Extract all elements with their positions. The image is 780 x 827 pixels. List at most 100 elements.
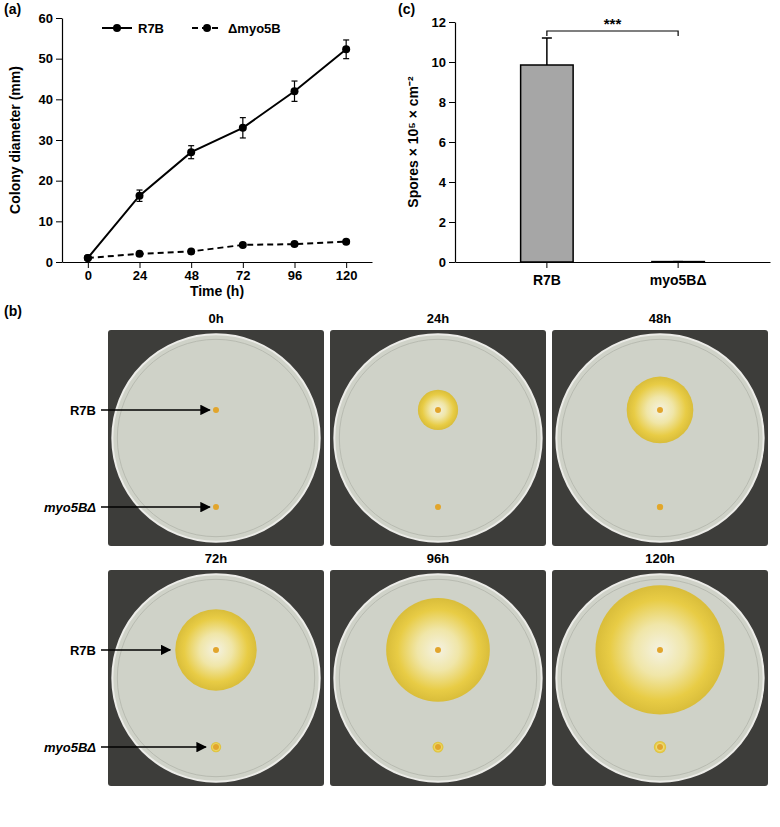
dish: [334, 574, 541, 781]
colony: [433, 742, 444, 753]
plate: [108, 330, 324, 546]
marker: [239, 124, 247, 132]
inoculum-plug: [435, 407, 441, 413]
error-cap: [292, 80, 298, 81]
plate-background: [330, 330, 546, 546]
colony: [654, 741, 666, 753]
marker: [291, 240, 299, 248]
tick: 0: [46, 255, 62, 270]
tick-label: 72: [236, 268, 250, 283]
error-cap: [292, 101, 298, 102]
tick-mark: [678, 262, 679, 268]
tick-label: myo5BΔ: [650, 272, 707, 288]
inoculum-plug: [657, 744, 663, 750]
bar: [652, 261, 705, 262]
inoculum-plug: [213, 407, 219, 413]
marker: [291, 87, 299, 95]
tick-label: 0: [46, 255, 53, 270]
tick: 0: [439, 255, 455, 270]
inoculum-plug: [435, 744, 441, 750]
colony: [657, 504, 663, 510]
tick: 10: [432, 55, 455, 70]
error-cap: [673, 261, 683, 262]
tick-mark: [449, 142, 455, 143]
tick-mark: [56, 181, 62, 182]
plate-title: 0h: [208, 311, 223, 326]
inoculum-plug: [213, 647, 219, 653]
inoculum-plug: [435, 504, 441, 510]
error-cap: [343, 39, 349, 40]
tick-mark: [449, 262, 455, 263]
error-cap: [188, 145, 194, 146]
tick-mark: [243, 262, 244, 268]
tick-label: 2: [439, 215, 446, 230]
panel-label: (b): [4, 303, 22, 319]
tick-label: 10: [39, 214, 53, 229]
tick-mark: [449, 222, 455, 223]
dish: [556, 574, 763, 781]
marker: [342, 238, 350, 246]
strain-label: R7B: [70, 643, 96, 658]
legend-item: Δmyo5B: [192, 21, 281, 36]
tick-mark: [56, 221, 62, 222]
plate-background: [552, 570, 768, 786]
error-cap: [240, 117, 246, 118]
line: [88, 49, 346, 258]
tick: 4: [439, 175, 455, 190]
tick-label: 8: [439, 95, 446, 110]
plate-title: 24h: [427, 311, 449, 326]
error-bar: [542, 38, 552, 65]
dish-rim: [339, 579, 536, 776]
marker: [136, 192, 144, 200]
tick-label: 4: [439, 175, 447, 190]
plate: [552, 330, 768, 546]
dish: [556, 334, 763, 541]
y-axis: 0 2 4 6 8 10 12: [432, 15, 456, 270]
tick-mark: [88, 262, 89, 268]
tick: 60: [39, 11, 62, 26]
tick-label: 50: [39, 51, 53, 66]
arrow: [101, 409, 210, 411]
plate-title: 96h: [427, 551, 449, 566]
colony: [418, 390, 458, 430]
dish-rim: [339, 339, 536, 536]
tick: 120: [336, 262, 358, 283]
x-axis: R7B myo5BΔ: [456, 262, 771, 288]
colony: [175, 609, 256, 690]
tick: 6: [439, 135, 455, 150]
plate: [330, 330, 546, 546]
plot-area: [84, 40, 350, 262]
inoculum-plug: [657, 407, 663, 413]
plate-title: 72h: [205, 551, 227, 566]
x-axis-line: [456, 262, 771, 263]
error-line: [546, 38, 548, 65]
tick: 24: [133, 262, 148, 283]
tick: 30: [39, 133, 62, 148]
tick-label: 120: [336, 268, 358, 283]
tick-mark: [56, 99, 62, 100]
error-cap: [188, 158, 194, 159]
tick-mark: [56, 18, 62, 19]
arrow: [101, 506, 210, 508]
plate-background: [330, 570, 546, 786]
error-bar: [292, 81, 298, 101]
tick-label: 48: [184, 268, 198, 283]
tick-label: R7B: [533, 272, 561, 288]
colony: [436, 505, 441, 510]
tick-mark: [346, 262, 347, 268]
tick-label: 24: [133, 268, 148, 283]
tick: 50: [39, 51, 62, 66]
plate: [552, 570, 768, 786]
tick-label: 0: [439, 255, 446, 270]
error-bar: [137, 190, 143, 201]
tick: 8: [439, 95, 455, 110]
tick: 2: [439, 215, 455, 230]
marker: [239, 241, 247, 249]
plate-background: [108, 570, 324, 786]
plot-area: [521, 38, 705, 262]
tick-label: 12: [432, 15, 446, 30]
tick-mark: [449, 102, 455, 103]
error-bar: [673, 261, 683, 262]
plate: [108, 570, 324, 786]
panel-label: (c): [398, 1, 415, 17]
